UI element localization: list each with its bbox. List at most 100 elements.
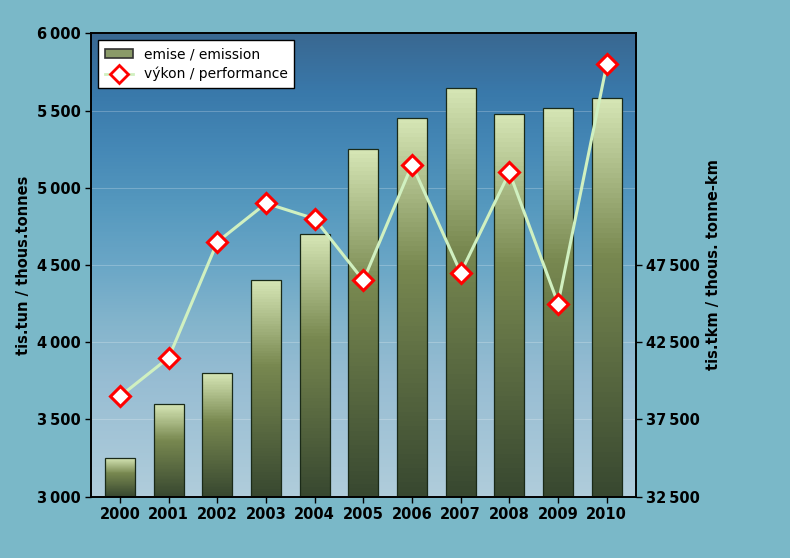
Bar (397, 180, 427, 185)
Bar (202, 469, 232, 470)
Bar (348, 406, 378, 410)
Bar (543, 117, 574, 122)
Bar (202, 427, 232, 429)
Bar (592, 133, 622, 138)
Bar (495, 296, 525, 300)
Bar (251, 483, 281, 486)
Bar (446, 88, 476, 93)
Bar (397, 402, 427, 407)
Bar (495, 133, 525, 138)
Bar (397, 478, 427, 483)
Bar (202, 495, 232, 497)
Bar (153, 461, 184, 462)
Bar (397, 430, 427, 435)
Bar (397, 355, 427, 359)
Bar (299, 395, 329, 398)
Bar (446, 220, 476, 225)
Bar (446, 195, 476, 200)
Bar (446, 364, 476, 369)
Bar (348, 223, 378, 228)
Bar (153, 492, 184, 493)
Bar (495, 123, 525, 128)
Bar (202, 432, 232, 434)
Bar (299, 464, 329, 467)
Bar (592, 333, 622, 337)
Bar (251, 432, 281, 435)
Bar (299, 398, 329, 402)
Bar (348, 306, 378, 310)
Bar (251, 442, 281, 445)
Bar (543, 468, 574, 472)
Bar (446, 425, 476, 430)
Bar (299, 234, 329, 238)
Bar (495, 157, 525, 162)
Bar (592, 457, 622, 462)
Bar (397, 284, 427, 288)
Bar (299, 470, 329, 474)
Bar (446, 215, 476, 220)
Bar (251, 340, 281, 343)
Bar (251, 467, 281, 470)
Bar (153, 469, 184, 470)
Bar (153, 459, 184, 460)
Bar (202, 379, 232, 381)
Bar (446, 318, 476, 323)
Bar (495, 200, 525, 205)
Bar (592, 307, 622, 312)
Bar (348, 349, 378, 353)
Bar (495, 118, 525, 123)
Bar (299, 372, 329, 375)
Bar (495, 171, 525, 176)
Bar (543, 389, 574, 395)
Bar (202, 429, 232, 430)
Bar (446, 251, 476, 256)
Bar (251, 332, 281, 335)
Bar (299, 254, 329, 257)
Bar (543, 151, 574, 156)
Bar (299, 428, 329, 431)
Bar (299, 303, 329, 306)
Bar (153, 440, 184, 441)
Bar (446, 482, 476, 487)
Bar (592, 253, 622, 258)
Bar (592, 337, 622, 342)
Bar (543, 472, 574, 477)
Bar (251, 383, 281, 386)
Bar (446, 272, 476, 277)
Bar (348, 162, 378, 167)
Bar (251, 416, 281, 418)
Bar (299, 454, 329, 457)
Bar (592, 292, 622, 297)
Bar (299, 425, 329, 428)
Bar (202, 438, 232, 440)
Bar (592, 372, 622, 377)
Bar (348, 392, 378, 397)
Bar (543, 317, 574, 321)
Bar (348, 436, 378, 440)
Bar (251, 286, 281, 288)
Bar (446, 205, 476, 210)
Bar (153, 462, 184, 463)
Bar (153, 471, 184, 472)
Bar (299, 257, 329, 261)
Bar (446, 312, 476, 318)
Bar (397, 123, 427, 128)
Bar (592, 118, 622, 123)
Bar (153, 463, 184, 464)
Bar (397, 464, 427, 468)
Bar (202, 424, 232, 426)
Bar (543, 302, 574, 307)
Bar (202, 434, 232, 435)
Bar (299, 359, 329, 362)
Bar (299, 251, 329, 254)
Bar (543, 190, 574, 195)
Bar (202, 473, 232, 475)
Bar (592, 482, 622, 487)
Bar (495, 415, 525, 420)
Bar (202, 442, 232, 444)
Bar (153, 490, 184, 491)
Bar (348, 440, 378, 445)
Bar (446, 236, 476, 241)
Bar (446, 395, 476, 400)
Bar (495, 430, 525, 435)
